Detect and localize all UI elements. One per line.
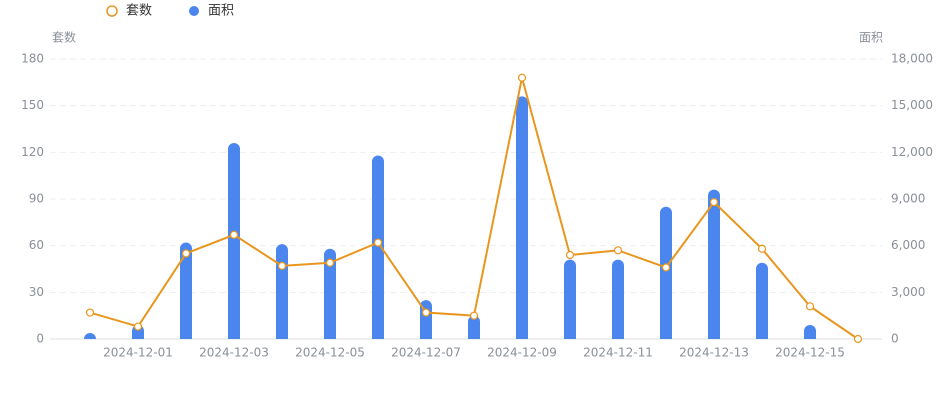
bar [228, 143, 240, 339]
line-point [709, 198, 719, 207]
bar [516, 96, 528, 339]
bar [324, 248, 336, 339]
y-tick-label: 120 [21, 145, 44, 159]
y-tick-label: 60 [29, 238, 44, 252]
line-point [229, 230, 239, 239]
line-point [325, 258, 335, 267]
bar [468, 315, 480, 339]
line-point [277, 261, 287, 270]
legend-marker [189, 6, 199, 16]
y-tick-label: 0 [36, 332, 44, 346]
y2-tick-label: 6,000 [891, 238, 925, 252]
x-tick-label: 2024-12-11 [583, 346, 653, 360]
x-tick-label: 2024-12-15 [775, 346, 845, 360]
y-tick-label: 150 [21, 98, 44, 112]
bar [660, 206, 672, 339]
line-point [565, 250, 575, 260]
line-point [853, 334, 863, 344]
bar [804, 325, 816, 339]
y2-axis-title: 面积 [859, 31, 883, 45]
y-axis-title: 套数 [52, 30, 76, 45]
x-tick-label: 2024-12-03 [199, 346, 269, 360]
bar [180, 242, 192, 339]
legend-text: 套数 [126, 3, 152, 19]
bar [612, 259, 624, 339]
bar [276, 244, 288, 339]
line-point [805, 302, 815, 311]
x-tick-label: 2024-12-05 [295, 346, 365, 360]
y2-tick-label: 9,000 [891, 192, 925, 206]
y2-tick-label: 18,000 [891, 52, 933, 66]
line-point [373, 238, 383, 247]
line [89, 77, 859, 340]
y2-tick-label: 12,000 [891, 145, 933, 159]
line-point [85, 308, 95, 317]
line-point [181, 249, 191, 258]
y2-tick-label: 3,000 [891, 285, 925, 299]
bar [372, 155, 384, 339]
line-point [469, 311, 479, 320]
x-tick-label: 2024-12-07 [391, 346, 461, 360]
y2-tick-label: 15,000 [891, 98, 933, 112]
line-point [757, 244, 767, 253]
y-tick-label: 30 [29, 285, 44, 299]
bar [564, 259, 576, 339]
bar [708, 189, 720, 339]
legend-marker [106, 5, 118, 17]
x-tick-label: 2024-12-09 [487, 346, 557, 360]
x-tick-label: 2024-12-13 [679, 346, 749, 360]
line-point [421, 308, 431, 317]
x-tick-label: 2024-12-01 [103, 346, 173, 360]
line-point [133, 322, 143, 331]
y-tick-label: 90 [29, 192, 44, 206]
line-point [613, 246, 623, 255]
bar [756, 262, 768, 339]
line-point [661, 263, 671, 272]
line-point [517, 73, 527, 82]
y-tick-label: 180 [21, 52, 44, 66]
bar [84, 333, 96, 339]
y2-tick-label: 0 [891, 332, 899, 346]
legend-text: 面积 [208, 4, 234, 19]
